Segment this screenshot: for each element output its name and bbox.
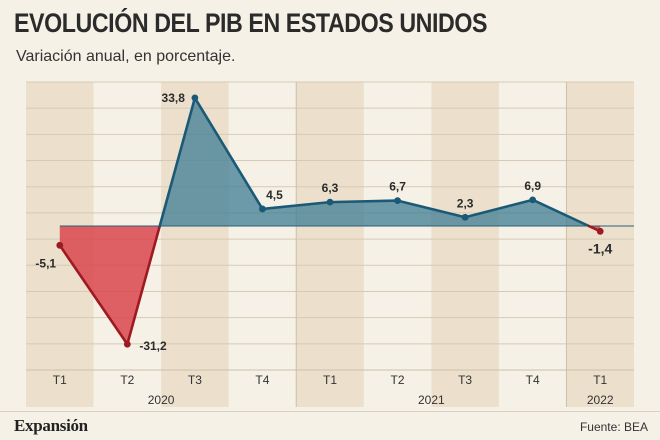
year-label: 2022 [587, 393, 614, 407]
data-point [191, 94, 199, 102]
data-label: 6,9 [524, 179, 541, 193]
data-point [394, 197, 401, 205]
positive-line-segment [328, 199, 399, 204]
data-label: -5,1 [35, 256, 56, 270]
column-band [566, 82, 634, 407]
quarter-label: T4 [255, 373, 269, 387]
positive-line-segment [158, 96, 197, 228]
data-label: -1,4 [588, 240, 612, 256]
data-point [123, 340, 131, 348]
gdp-chart: -5,1 -31,2 33,8 4,5 6,3 6,7 2,3 6,9 -1,4 T1 T2 T3 T4… [26, 81, 634, 407]
positive-line-segment [463, 198, 534, 219]
data-label: 6,7 [389, 180, 406, 194]
negative-line-segment [58, 244, 129, 346]
data-point [326, 198, 334, 206]
data-label: 4,5 [266, 188, 283, 202]
data-label: 33,8 [162, 91, 186, 105]
quarter-label: T4 [526, 373, 540, 387]
positive-line-segment [396, 199, 467, 219]
brand-logo: Expansión [14, 416, 88, 435]
data-point [461, 213, 469, 221]
data-point [596, 227, 604, 235]
positive-line-segment [531, 198, 591, 228]
data-label: -31,2 [139, 339, 167, 353]
data-point [529, 196, 537, 204]
quarter-label: T1 [53, 373, 67, 387]
data-point [259, 205, 266, 213]
quarter-label: T3 [458, 373, 472, 387]
chart-title: EVOLUCIÓN DEL PIB EN ESTADOS UNIDOS [14, 8, 488, 38]
quarter-label: T1 [593, 373, 607, 387]
footer-divider [0, 411, 660, 412]
quarter-label: T3 [188, 373, 202, 387]
positive-line-segment [193, 96, 264, 211]
quarter-label: T1 [323, 373, 337, 387]
quarter-label: T2 [120, 373, 134, 387]
chart-subtitle: Variación anual, en porcentaje. [16, 48, 236, 65]
data-label: 6,3 [322, 181, 339, 195]
quarter-label: T2 [391, 373, 405, 387]
data-label: 2,3 [457, 196, 474, 210]
year-label: 2020 [148, 393, 175, 407]
negative-line-segment [126, 224, 162, 346]
year-label: 2021 [418, 393, 445, 407]
column-band [431, 82, 499, 407]
column-band [296, 82, 364, 407]
positive-line-segment [261, 200, 332, 211]
source-note: Fuente: BEA [579, 420, 648, 434]
data-point [56, 241, 64, 249]
